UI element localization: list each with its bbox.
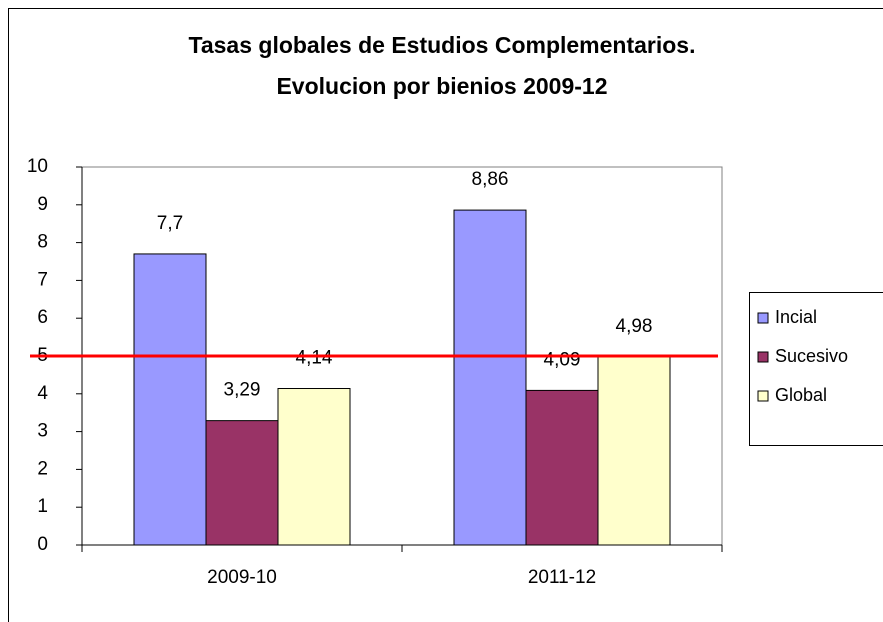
legend-box [749, 292, 883, 446]
y-tick-label: 3 [37, 421, 48, 442]
bar [525, 389, 599, 546]
data-label: 7,7 [157, 213, 183, 234]
y-tick-label: 8 [37, 232, 48, 253]
data-label: 8,86 [472, 169, 509, 190]
bar [133, 253, 207, 546]
bar [597, 356, 671, 546]
legend-swatch [757, 390, 769, 402]
y-tick-label: 10 [27, 156, 48, 177]
data-label: 4,09 [544, 349, 581, 370]
legend-label: Sucesivo [775, 346, 848, 366]
data-label: 3,29 [224, 380, 261, 401]
x-tick-label: 2009-10 [207, 567, 277, 588]
legend-swatch [757, 351, 769, 363]
y-tick-label: 2 [37, 458, 48, 479]
bar [205, 420, 279, 546]
legend-label: Global [775, 385, 827, 405]
y-tick-label: 0 [37, 534, 48, 555]
bar [453, 209, 527, 546]
chart-title: Evolucion por bienios 2009-12 [276, 73, 607, 99]
y-tick-label: 4 [37, 383, 48, 404]
y-tick-label: 7 [37, 269, 48, 290]
x-tick-label: 2011-12 [528, 567, 596, 588]
y-tick-label: 6 [37, 307, 48, 328]
data-label: 4,98 [616, 316, 653, 337]
data-label: 4,14 [296, 348, 333, 369]
chart-title: Tasas globales de Estudios Complementari… [189, 32, 696, 58]
y-tick-label: 1 [37, 496, 48, 517]
y-tick-label: 9 [37, 194, 48, 215]
legend-label: Incial [775, 307, 817, 327]
bar [277, 388, 351, 546]
legend-swatch [757, 312, 769, 324]
